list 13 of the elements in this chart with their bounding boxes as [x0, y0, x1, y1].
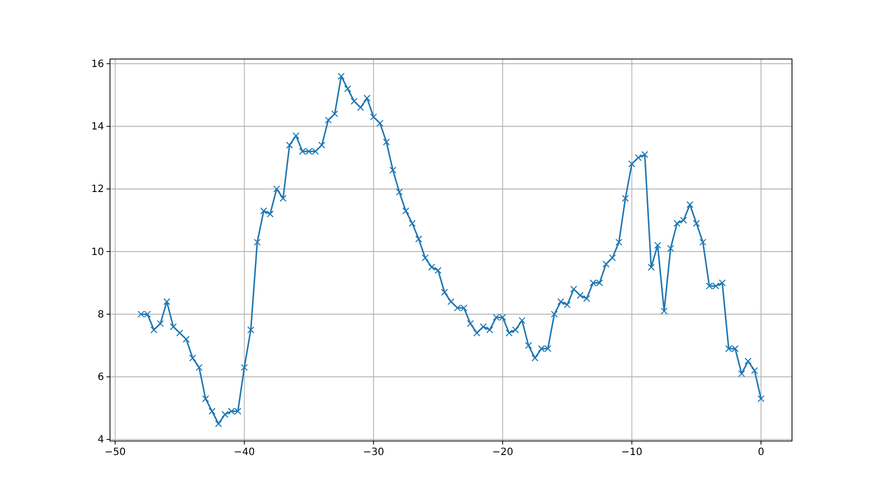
y-tick-label: 6 — [98, 372, 104, 384]
y-tick-label: 12 — [91, 184, 104, 196]
y-tick-label: 14 — [91, 122, 104, 133]
x-tick-label: −10 — [621, 447, 642, 458]
x-tick-label: −30 — [362, 447, 384, 458]
x-tick-label: −50 — [104, 447, 126, 458]
y-tick-label: 16 — [91, 58, 104, 70]
y-tick-label: 4 — [98, 434, 104, 446]
y-tick-label: 10 — [91, 246, 104, 258]
x-tick-label: −20 — [492, 447, 514, 458]
y-tick-label: 8 — [98, 309, 104, 320]
x-tick-label: 0 — [758, 447, 764, 458]
x-tick-label: −40 — [234, 447, 255, 458]
